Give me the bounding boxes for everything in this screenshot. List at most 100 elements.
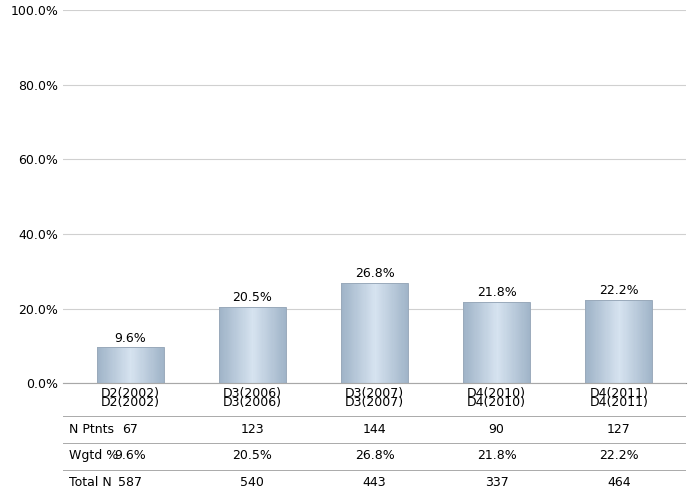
Bar <box>621 300 622 384</box>
Bar <box>470 302 471 384</box>
Bar <box>356 284 358 384</box>
Bar <box>345 284 346 384</box>
Bar <box>634 300 636 384</box>
Text: 20.5%: 20.5% <box>232 291 272 304</box>
Bar <box>382 284 384 384</box>
Text: D2(2002): D2(2002) <box>101 396 160 409</box>
Bar <box>149 348 150 384</box>
Bar <box>480 302 481 384</box>
Bar <box>100 348 101 384</box>
Bar <box>464 302 466 384</box>
Bar <box>613 300 615 384</box>
Bar <box>587 300 589 384</box>
Bar <box>387 284 388 384</box>
Bar <box>246 307 248 384</box>
Bar <box>278 307 279 384</box>
Bar <box>591 300 592 384</box>
Bar <box>390 284 391 384</box>
Bar <box>147 348 148 384</box>
Bar <box>598 300 600 384</box>
Bar <box>360 284 361 384</box>
Bar <box>399 284 400 384</box>
Text: 127: 127 <box>607 422 631 436</box>
Bar <box>253 307 255 384</box>
Bar <box>620 300 621 384</box>
Bar <box>137 348 138 384</box>
Bar <box>368 284 369 384</box>
Bar <box>475 302 477 384</box>
Bar <box>641 300 643 384</box>
Bar <box>158 348 160 384</box>
Bar <box>116 348 117 384</box>
Bar <box>154 348 155 384</box>
Text: 26.8%: 26.8% <box>355 450 394 462</box>
Bar <box>384 284 386 384</box>
Bar <box>156 348 157 384</box>
Bar <box>395 284 397 384</box>
Bar <box>342 284 343 384</box>
Bar <box>650 300 651 384</box>
Bar <box>222 307 223 384</box>
Bar <box>468 302 469 384</box>
Bar <box>112 348 113 384</box>
Bar <box>473 302 475 384</box>
Bar <box>372 284 373 384</box>
Bar <box>128 348 129 384</box>
Bar <box>263 307 265 384</box>
Text: N Ptnts: N Ptnts <box>69 422 114 436</box>
Bar <box>358 284 359 384</box>
Text: D4(2010): D4(2010) <box>467 396 526 409</box>
Bar <box>505 302 507 384</box>
Bar <box>223 307 224 384</box>
Bar <box>102 348 104 384</box>
Bar <box>606 300 608 384</box>
Bar <box>108 348 109 384</box>
Bar <box>490 302 491 384</box>
Bar <box>138 348 139 384</box>
Bar <box>97 348 98 384</box>
Bar <box>501 302 503 384</box>
Bar <box>109 348 110 384</box>
Text: 337: 337 <box>485 476 508 489</box>
Bar <box>526 302 527 384</box>
Bar <box>259 307 260 384</box>
Bar <box>397 284 398 384</box>
Bar <box>373 284 374 384</box>
Bar <box>529 302 531 384</box>
Bar <box>352 284 354 384</box>
Bar <box>518 302 519 384</box>
Bar <box>647 300 648 384</box>
Bar <box>612 300 613 384</box>
Bar <box>162 348 164 384</box>
Bar <box>119 348 120 384</box>
Text: 144: 144 <box>363 422 386 436</box>
Bar <box>218 307 220 384</box>
Bar <box>496 302 497 384</box>
Bar <box>266 307 267 384</box>
Bar <box>511 302 512 384</box>
Bar <box>596 300 598 384</box>
Bar <box>484 302 486 384</box>
Bar <box>258 307 259 384</box>
Bar <box>636 300 637 384</box>
Bar <box>406 284 407 384</box>
Bar <box>136 348 137 384</box>
Text: 21.8%: 21.8% <box>477 450 517 462</box>
Bar <box>126 348 127 384</box>
Bar <box>249 307 250 384</box>
Bar <box>260 307 261 384</box>
Bar <box>267 307 268 384</box>
Bar <box>346 284 348 384</box>
Bar <box>630 300 631 384</box>
Bar <box>463 302 464 384</box>
Bar <box>344 284 345 384</box>
Bar <box>122 348 123 384</box>
Bar <box>404 284 405 384</box>
Bar <box>285 307 286 384</box>
Bar <box>407 284 408 384</box>
Bar <box>240 307 241 384</box>
Bar <box>237 307 238 384</box>
Bar <box>522 302 524 384</box>
Bar <box>262 307 263 384</box>
Bar <box>274 307 276 384</box>
